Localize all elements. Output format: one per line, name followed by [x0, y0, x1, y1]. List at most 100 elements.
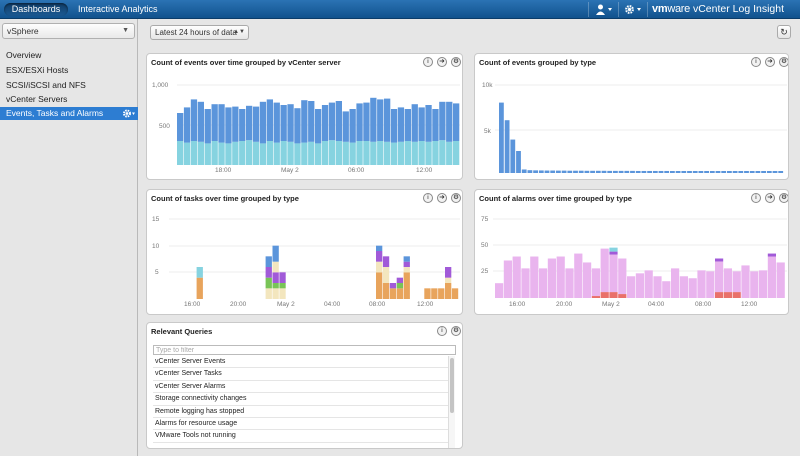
list-item[interactable]: vCenter Server Alarms: [153, 381, 448, 394]
y-tick-label: 5: [155, 269, 159, 276]
dashboard-group-select[interactable]: vSphere ▼: [2, 23, 135, 39]
bar-segment: [403, 267, 410, 273]
bar-segment: [246, 105, 253, 141]
bar-segment: [197, 141, 204, 165]
sidebar-item-overview[interactable]: Overview: [6, 50, 42, 60]
bar-segment: [183, 107, 191, 143]
tab-dashboards[interactable]: Dashboards: [4, 3, 68, 16]
bar: [561, 170, 567, 173]
bar-segment: [404, 141, 411, 165]
x-tick-label: May 2: [277, 301, 295, 308]
bar-segment: [279, 288, 286, 299]
bar-segment: [218, 142, 225, 165]
x-tick-label: May 2: [602, 301, 620, 308]
bar-segment: [403, 256, 410, 262]
panel-settings-button[interactable]: ⚙: [779, 57, 788, 67]
info-button[interactable]: i: [423, 57, 433, 67]
bar-segment: [279, 272, 286, 283]
bar-segment: [411, 141, 418, 165]
bar-segment: [411, 104, 418, 142]
x-tick-label: May 2: [281, 167, 299, 174]
sidebar-item-esx-hosts[interactable]: ESX/ESXi Hosts: [6, 65, 69, 75]
bar: [630, 170, 635, 173]
bar-segment: [197, 101, 204, 142]
time-range-select[interactable]: Latest 24 hours of data ▲▼: [150, 25, 249, 40]
bar-segment: [445, 277, 452, 283]
bar-segment: [279, 283, 286, 289]
y-tick-label: 15: [152, 216, 160, 223]
dashboard-group-value: vSphere: [7, 26, 39, 36]
bar-segment: [211, 141, 218, 165]
query-filter-input[interactable]: [153, 345, 456, 355]
bar-segment: [252, 106, 260, 142]
x-tick-label: 08:00: [695, 301, 712, 308]
gear-icon: ⚙: [453, 58, 459, 65]
query-list-scrollbar[interactable]: [448, 356, 455, 448]
scrollbar-thumb[interactable]: [450, 358, 454, 413]
bar-segment: [451, 288, 459, 299]
open-query-button[interactable]: ➔: [437, 193, 447, 203]
y-tick-label: 5k: [484, 128, 492, 135]
panel-title: Count of tasks over time grouped by type: [151, 194, 299, 203]
bar-segment: [280, 105, 287, 141]
list-item[interactable]: VMware Tools not running: [153, 430, 448, 443]
bar-segment: [671, 268, 680, 298]
dashboard-settings-button[interactable]: [122, 107, 136, 120]
bar-segment: [308, 141, 315, 165]
panel-settings-button[interactable]: ⚙: [451, 57, 461, 67]
bar-segment: [653, 276, 662, 298]
bar-segment: [265, 277, 272, 289]
bar-segment: [308, 101, 315, 142]
bar: [590, 170, 595, 173]
info-button[interactable]: i: [437, 326, 447, 336]
user-menu-button[interactable]: [595, 3, 615, 16]
tasks-by-type-panel: Count of tasks over time grouped by type…: [146, 189, 463, 315]
bar-segment: [301, 100, 308, 143]
bar-segment: [266, 99, 273, 141]
bar-segment: [328, 102, 336, 141]
info-button[interactable]: i: [423, 193, 433, 203]
x-tick-label: 20:00: [230, 301, 247, 308]
events-by-type-panel: Count of events grouped by type i ➔ ⚙ 10…: [474, 53, 789, 180]
bar-segment: [431, 288, 438, 299]
bar-segment: [438, 288, 445, 299]
open-query-button[interactable]: ➔: [765, 57, 775, 67]
y-tick-label: 25: [481, 268, 489, 275]
sidebar-item-scsi-nfs[interactable]: SCSI/iSCSI and NFS: [6, 80, 86, 90]
bar: [744, 171, 749, 173]
bar-segment: [404, 109, 411, 141]
bar-segment: [644, 270, 653, 298]
info-button[interactable]: i: [751, 57, 761, 67]
list-item[interactable]: vCenter Server Events: [153, 356, 448, 369]
bar-segment: [259, 143, 267, 165]
panel-settings-button[interactable]: ⚙: [779, 193, 788, 203]
list-item[interactable]: Storage connectivity changes: [153, 393, 448, 406]
sidebar-item-events-tasks-alarms[interactable]: Events, Tasks and Alarms: [0, 107, 138, 120]
info-button[interactable]: i: [751, 193, 761, 203]
bar-segment: [321, 141, 329, 165]
sidebar-item-vcenter-servers[interactable]: vCenter Servers: [6, 94, 68, 104]
bar-segment: [272, 261, 279, 273]
settings-menu-button[interactable]: [624, 3, 644, 16]
bar-segment: [190, 99, 198, 141]
list-item[interactable]: vCenter Server Tasks: [153, 368, 448, 381]
panel-settings-button[interactable]: ⚙: [451, 193, 461, 203]
panel-settings-button[interactable]: ⚙: [451, 326, 461, 336]
list-item[interactable]: Alarms for resource usage: [153, 418, 448, 431]
bar-segment: [370, 97, 377, 142]
tab-interactive-analytics[interactable]: Interactive Analytics: [78, 4, 158, 14]
x-tick-label: 12:00: [417, 301, 434, 308]
info-icon: i: [427, 194, 429, 201]
open-query-button[interactable]: ➔: [765, 193, 775, 203]
refresh-button[interactable]: ↻: [777, 25, 791, 39]
bar-segment: [265, 288, 272, 299]
bar-segment: [246, 140, 253, 165]
top-bar: Dashboards Interactive Analytics vmware v…: [0, 0, 800, 19]
chevron-down-icon: ▼: [122, 27, 129, 34]
bar: [550, 170, 556, 173]
open-query-button[interactable]: ➔: [437, 57, 447, 67]
list-item[interactable]: Remote logging has stopped: [153, 406, 448, 418]
bar: [504, 120, 510, 173]
bar: [749, 171, 755, 173]
bar-segment: [390, 142, 398, 165]
